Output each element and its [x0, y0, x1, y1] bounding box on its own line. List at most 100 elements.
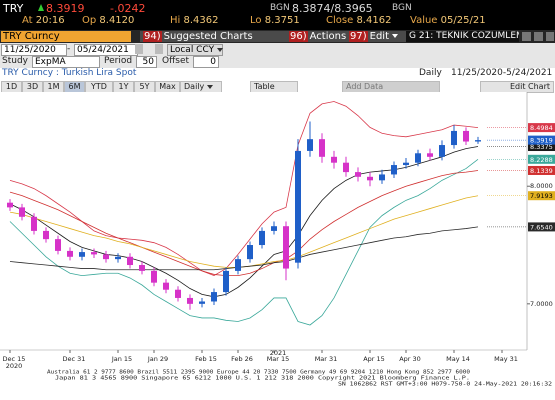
last-value-badge: [528, 142, 555, 152]
last-value-label: 8.4984: [530, 124, 553, 132]
table: Table: [254, 82, 275, 91]
last-value-badge: [528, 135, 555, 145]
indicator-line: [9, 170, 479, 276]
toolbar-button[interactable]: 94) Suggested Charts: [140, 31, 286, 42]
candle-body: [451, 130, 457, 146]
tab-text: 3D: [26, 82, 39, 91]
last-value-label: 8.2288: [530, 156, 553, 164]
icon[interactable]: [522, 32, 531, 41]
candle-body: [163, 282, 169, 290]
x-tick-label: Jan 29: [147, 355, 168, 363]
y-tick-label: 8.0000: [530, 182, 553, 190]
candle-body: [91, 252, 97, 255]
period: 50: [142, 57, 154, 67]
candle-body: [43, 230, 49, 240]
candle-body: [31, 216, 37, 231]
field: At 20:16: [22, 15, 65, 26]
range-tab[interactable]: 6M: [64, 81, 85, 93]
x-tick-label: Dec 15: [3, 355, 26, 363]
candle-body: [331, 156, 337, 163]
x-tick-label: Apr 30: [399, 355, 421, 363]
quote-bar: TRY 8.3919 -.0242 BGN 8.3874/8.3965 BGN …: [0, 0, 555, 30]
source: BGN: [270, 3, 290, 13]
calendar-icon[interactable]: [135, 44, 143, 54]
button-text: Edit: [369, 31, 390, 42]
field: Lo 8.3751: [250, 15, 300, 26]
currency: Local CCY: [170, 45, 215, 55]
interval[interactable]: Daily: [180, 81, 222, 93]
period-label: Period: [104, 56, 133, 66]
field-label: Op: [82, 15, 97, 26]
last-value-badge: [528, 123, 555, 133]
currency-field[interactable]: Local CCY: [167, 44, 224, 56]
candle-body: [7, 202, 13, 208]
start-date[interactable]: 11/25/2020: [1, 44, 67, 56]
candle-body: [259, 230, 265, 246]
indicator-line: [9, 226, 479, 271]
field-value: 05/25/21: [440, 15, 486, 26]
candle-body: [355, 172, 361, 177]
candle-body: [295, 150, 301, 263]
x-tick-label: Mar 31: [315, 355, 338, 363]
field: Close 8.4162: [326, 15, 391, 26]
candle-body: [247, 245, 253, 260]
x-tick-label: Mar 15: [267, 355, 290, 363]
last-value-label: 8.3919: [530, 137, 553, 145]
x-tick-label: Jan 15: [111, 355, 132, 363]
candle-body: [463, 130, 469, 142]
offset-field[interactable]: 0: [193, 56, 219, 68]
field-value: 20:16: [35, 15, 65, 26]
candle-body: [115, 256, 121, 260]
indicator-lines: [9, 101, 479, 326]
candle-body: [151, 270, 157, 283]
y-tick-label: 7.0000: [530, 300, 553, 308]
field: Value 05/25/21: [410, 15, 486, 26]
candle-body: [283, 226, 289, 269]
x-tick-label: May 14: [446, 355, 470, 363]
indicator-line: [9, 146, 479, 298]
start: 11/25/2020: [4, 45, 56, 55]
last-value-label: 7.6540: [530, 223, 553, 231]
toolbar-button[interactable]: 97) Edit: [346, 31, 406, 42]
end-date[interactable]: 05/24/2021: [74, 44, 138, 56]
footer-line: SN 1062862 RST GMT+3:00 H079-750-0 24-Ma…: [338, 382, 552, 388]
icon[interactable]: [546, 32, 554, 41]
tab-text: YTD: [91, 82, 107, 91]
candle-body: [211, 292, 217, 302]
field: Op 8.4120: [82, 15, 134, 26]
tab-text: Max: [159, 82, 176, 91]
candle-body: [187, 297, 193, 304]
candle-body: [439, 145, 445, 157]
dropdown-arrow: [392, 34, 399, 38]
security-field[interactable]: TRY Curncy: [1, 31, 131, 42]
candle-body: [55, 239, 61, 251]
tab-text: 1Y: [118, 82, 129, 91]
study-field[interactable]: ExpMA: [32, 56, 100, 68]
candle-body: [367, 176, 373, 181]
candles: [7, 121, 481, 310]
tab-text: 5Y: [139, 82, 150, 91]
template[interactable]: G 21: TEKNIK COZUMLEM...: [406, 31, 519, 42]
field-label: Hi: [170, 15, 181, 26]
bid-ask: 8.3874/8.3965: [292, 2, 373, 15]
last-value-badge: [528, 165, 555, 175]
period-field[interactable]: 50: [136, 56, 157, 68]
candle-body: [403, 162, 409, 166]
icon[interactable]: [534, 32, 543, 41]
candle-body: [391, 165, 397, 175]
offset-label: Offset: [162, 56, 190, 66]
candle-body: [307, 139, 313, 151]
last-value-badge: [528, 154, 555, 164]
candle-body: [379, 174, 385, 181]
button-number: 97): [349, 31, 368, 42]
calendar-icon[interactable]: [155, 44, 163, 54]
offset: 0: [210, 57, 216, 67]
toolbar-button[interactable]: 96) Actions: [286, 31, 356, 42]
candle-body: [343, 162, 349, 173]
field-value: 8.4162: [356, 15, 392, 26]
field-value: 8.3751: [264, 15, 300, 26]
button-text: Suggested Charts: [163, 31, 253, 42]
change: -.0242: [110, 2, 146, 15]
x-tick-label: Dec 31: [63, 355, 86, 363]
